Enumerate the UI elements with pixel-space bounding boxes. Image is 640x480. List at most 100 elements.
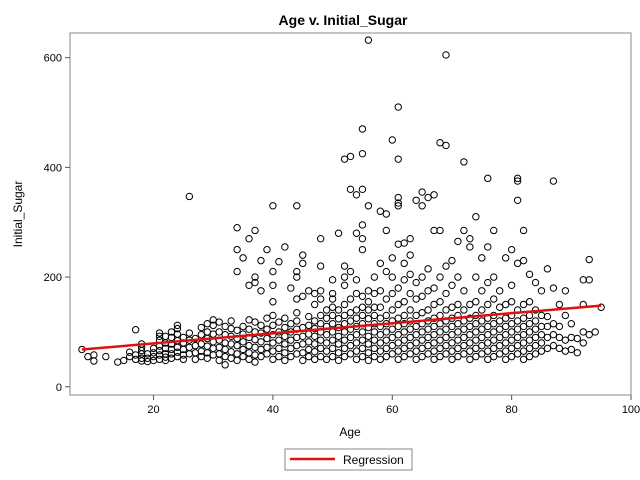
data-point bbox=[293, 317, 301, 325]
data-point bbox=[275, 352, 283, 361]
data-point bbox=[227, 317, 235, 325]
data-point bbox=[334, 315, 343, 323]
data-point bbox=[448, 355, 456, 364]
data-point bbox=[543, 344, 552, 353]
data-point bbox=[221, 361, 229, 369]
data-point bbox=[519, 256, 528, 265]
data-point bbox=[299, 259, 307, 268]
data-point bbox=[484, 330, 492, 339]
data-point bbox=[299, 356, 307, 365]
data-point bbox=[478, 341, 486, 350]
data-point bbox=[102, 352, 110, 361]
data-point bbox=[287, 352, 295, 361]
data-point bbox=[549, 341, 558, 350]
data-point bbox=[173, 348, 182, 356]
data-point bbox=[496, 317, 504, 325]
data-point bbox=[370, 328, 379, 336]
data-point bbox=[537, 347, 546, 355]
x-tick-label: 60 bbox=[386, 404, 398, 416]
data-point bbox=[257, 321, 265, 330]
data-point bbox=[442, 306, 450, 314]
data-point bbox=[376, 287, 385, 295]
data-point bbox=[573, 349, 581, 357]
data-point bbox=[472, 352, 480, 361]
data-point bbox=[472, 273, 480, 281]
data-point bbox=[400, 352, 408, 361]
data-point bbox=[400, 328, 408, 336]
data-point bbox=[352, 306, 361, 314]
data-point bbox=[370, 352, 379, 361]
data-point bbox=[334, 229, 343, 237]
data-point bbox=[370, 311, 379, 320]
data-point bbox=[585, 330, 593, 339]
data-point bbox=[394, 193, 402, 202]
data-point bbox=[567, 319, 576, 328]
data-point bbox=[305, 321, 313, 330]
data-point bbox=[394, 339, 402, 347]
data-point bbox=[436, 319, 444, 328]
data-point bbox=[287, 284, 295, 292]
data-point bbox=[454, 344, 462, 353]
x-tick-label: 20 bbox=[147, 404, 159, 416]
data-point bbox=[436, 352, 444, 361]
data-point bbox=[328, 295, 337, 303]
data-point bbox=[328, 319, 337, 328]
data-point bbox=[340, 262, 349, 270]
data-point bbox=[466, 300, 474, 309]
data-point bbox=[322, 339, 331, 347]
data-point bbox=[436, 336, 444, 344]
data-point bbox=[346, 152, 355, 161]
data-point bbox=[400, 298, 408, 306]
data-point bbox=[352, 355, 361, 364]
data-point bbox=[197, 330, 205, 339]
data-point bbox=[382, 328, 391, 336]
data-point bbox=[233, 245, 241, 254]
data-point bbox=[537, 287, 546, 295]
data-point bbox=[412, 355, 420, 364]
data-point bbox=[436, 273, 444, 281]
data-point bbox=[448, 303, 456, 311]
data-point bbox=[418, 352, 426, 361]
data-point bbox=[442, 325, 450, 333]
data-point bbox=[478, 350, 486, 358]
data-point bbox=[490, 226, 498, 235]
data-point bbox=[364, 332, 373, 341]
data-point bbox=[543, 333, 552, 342]
data-point bbox=[293, 202, 301, 210]
data-point bbox=[430, 322, 438, 331]
data-point bbox=[215, 328, 223, 336]
data-point bbox=[519, 339, 528, 347]
data-point bbox=[448, 256, 456, 265]
data-point bbox=[382, 352, 391, 361]
data-point bbox=[519, 226, 528, 235]
data-point bbox=[358, 234, 367, 243]
data-point bbox=[406, 333, 414, 342]
data-point bbox=[513, 325, 522, 333]
data-point bbox=[460, 333, 468, 342]
data-point bbox=[269, 355, 277, 364]
data-point bbox=[466, 339, 474, 347]
data-point bbox=[549, 177, 558, 185]
data-point bbox=[484, 322, 492, 331]
data-point bbox=[490, 352, 498, 361]
data-point bbox=[388, 341, 396, 350]
data-point bbox=[233, 224, 241, 232]
data-point bbox=[346, 267, 355, 276]
scatter-points bbox=[78, 36, 605, 369]
data-point bbox=[507, 336, 516, 344]
x-axis: 20 40 60 80 100 bbox=[147, 395, 640, 416]
data-point bbox=[179, 355, 188, 364]
data-point bbox=[525, 319, 534, 328]
data-point bbox=[352, 289, 361, 298]
data-point bbox=[376, 339, 385, 347]
data-point bbox=[269, 267, 277, 276]
data-point bbox=[466, 322, 474, 331]
data-point bbox=[340, 155, 349, 163]
data-point bbox=[203, 354, 211, 362]
data-point bbox=[466, 234, 474, 243]
data-point bbox=[340, 336, 349, 344]
data-point bbox=[352, 347, 361, 355]
data-point bbox=[328, 344, 337, 353]
data-point bbox=[310, 317, 319, 325]
